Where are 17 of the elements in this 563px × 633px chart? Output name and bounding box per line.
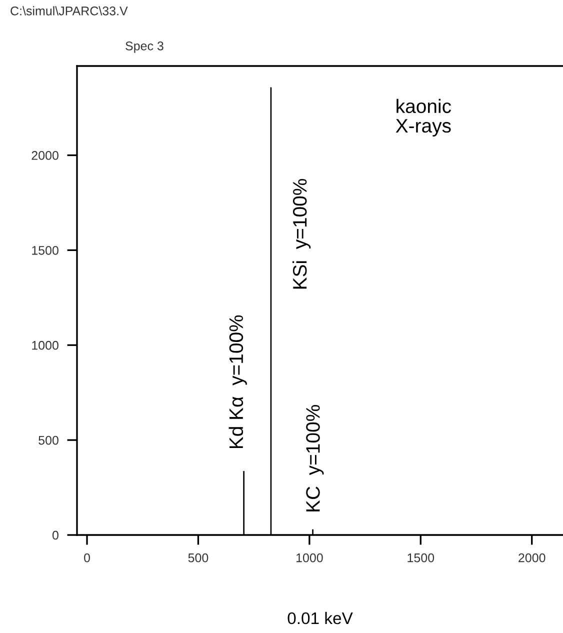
y-tick-label: 1500	[32, 246, 58, 255]
x-tick-label: 1000	[296, 553, 323, 562]
annotation: kaonic X-rays	[396, 98, 452, 136]
annotation: KC y=100%	[306, 405, 324, 512]
x-tick-label: 1500	[408, 553, 434, 562]
x-tick-label: 2000	[518, 553, 546, 562]
x-axis-title: 0.01 keV	[288, 612, 353, 624]
chart-title: C:\simul\JPARC\33.V	[10, 6, 128, 16]
y-tick-label: 2000	[32, 151, 58, 160]
annotation: KSi y=100%	[292, 179, 311, 289]
annotation: Kd Kα y=100%	[228, 315, 247, 448]
y-tick-label: 0	[52, 530, 58, 540]
x-tick-label: 0	[84, 553, 90, 562]
y-tick-label: 500	[38, 436, 58, 445]
x-tick-label: 500	[188, 553, 208, 562]
chart-subtitle: Spec 3	[126, 42, 164, 53]
y-tick-label: 1000	[32, 340, 58, 350]
